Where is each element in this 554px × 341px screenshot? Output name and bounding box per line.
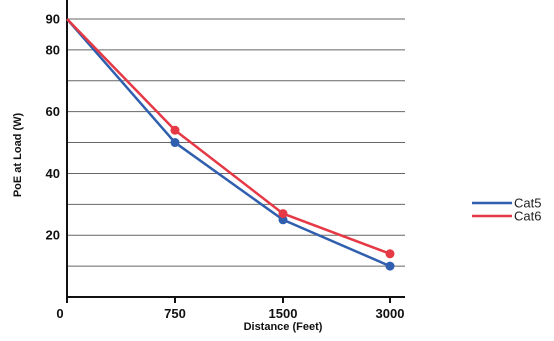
x-tick-label: 1500 <box>269 306 298 321</box>
y-tick-label: 90 <box>46 12 60 27</box>
y-tick-label: 60 <box>46 104 60 119</box>
legend-label-cat5: Cat5 <box>514 196 541 211</box>
gridlines <box>67 18 405 267</box>
series-line-cat6 <box>66 18 391 255</box>
y-axis-title: PoE at Load (W) <box>12 113 24 198</box>
points-layer <box>170 125 395 271</box>
series-layer <box>66 18 391 268</box>
data-point-cat6 <box>385 249 395 259</box>
legend-label-cat6: Cat6 <box>514 209 541 224</box>
y-tick-label: 20 <box>46 228 60 243</box>
x-tick-label: 0 <box>56 306 63 321</box>
data-point-cat6 <box>170 125 180 135</box>
data-point-cat5 <box>385 261 395 271</box>
data-point-cat6 <box>278 209 288 219</box>
x-tick-label: 750 <box>164 306 186 321</box>
data-point-cat5 <box>278 215 288 225</box>
series-line-cat5 <box>66 18 391 268</box>
x-ticks: 0 750 1500 3000 <box>56 297 404 321</box>
data-point-cat5 <box>170 138 180 148</box>
axes <box>66 0 405 298</box>
y-ticks: 20 40 60 80 90 <box>46 12 60 243</box>
x-axis-title: Distance (Feet) <box>244 321 323 333</box>
y-tick-label: 80 <box>46 42 60 57</box>
y-tick-label: 40 <box>46 166 60 181</box>
x-tick-label: 3000 <box>376 306 405 321</box>
